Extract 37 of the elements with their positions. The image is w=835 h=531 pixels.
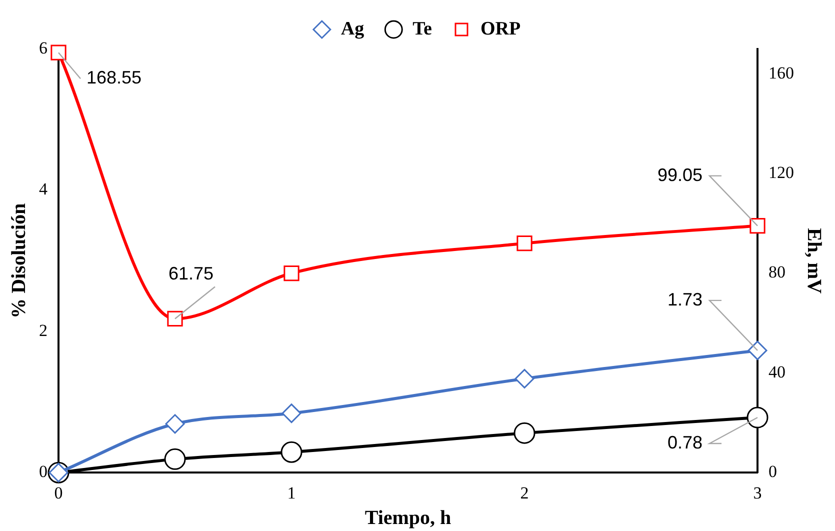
x-tick-label: 1	[287, 483, 296, 502]
point	[167, 310, 183, 327]
y2-tick-label: 0	[768, 462, 777, 482]
data-label: 1.73	[667, 289, 702, 310]
data-label: 61.75	[168, 264, 214, 284]
data-label: 0.78	[667, 432, 702, 452]
y-tick-label: 2	[39, 320, 48, 340]
point	[514, 422, 536, 444]
point	[280, 441, 302, 463]
x-tick-label: 3	[753, 483, 762, 502]
point	[750, 218, 766, 234]
x-axis-title: Tiempo, h	[364, 507, 452, 530]
point	[516, 236, 532, 252]
legend-label: Te	[412, 18, 432, 40]
point	[514, 368, 534, 388]
point	[50, 44, 66, 60]
data-label: 99.05	[657, 164, 702, 185]
point	[284, 265, 300, 282]
y2-tick-label: 80	[768, 262, 786, 282]
y2-tick-label: 160	[768, 63, 794, 82]
y-tick-label: 6	[39, 38, 48, 58]
point	[748, 340, 768, 360]
y-tick-label: 4	[39, 180, 48, 199]
y2-tick-label: 120	[768, 163, 794, 182]
point	[165, 414, 185, 434]
y-axis-title: % Disolución	[8, 203, 30, 318]
y2-tick-label: 40	[768, 362, 786, 382]
x-tick-label: 0	[54, 483, 63, 502]
legend-label: ORP	[480, 18, 521, 40]
y2-axis-title: Eh, mV	[802, 228, 825, 294]
point	[164, 448, 186, 470]
y-tick-label: 0	[39, 462, 48, 482]
x-tick-label: 2	[520, 483, 529, 502]
data-label: 168.55	[86, 68, 142, 88]
point	[282, 404, 302, 424]
legend-label: Ag	[340, 18, 365, 40]
point	[746, 406, 768, 428]
